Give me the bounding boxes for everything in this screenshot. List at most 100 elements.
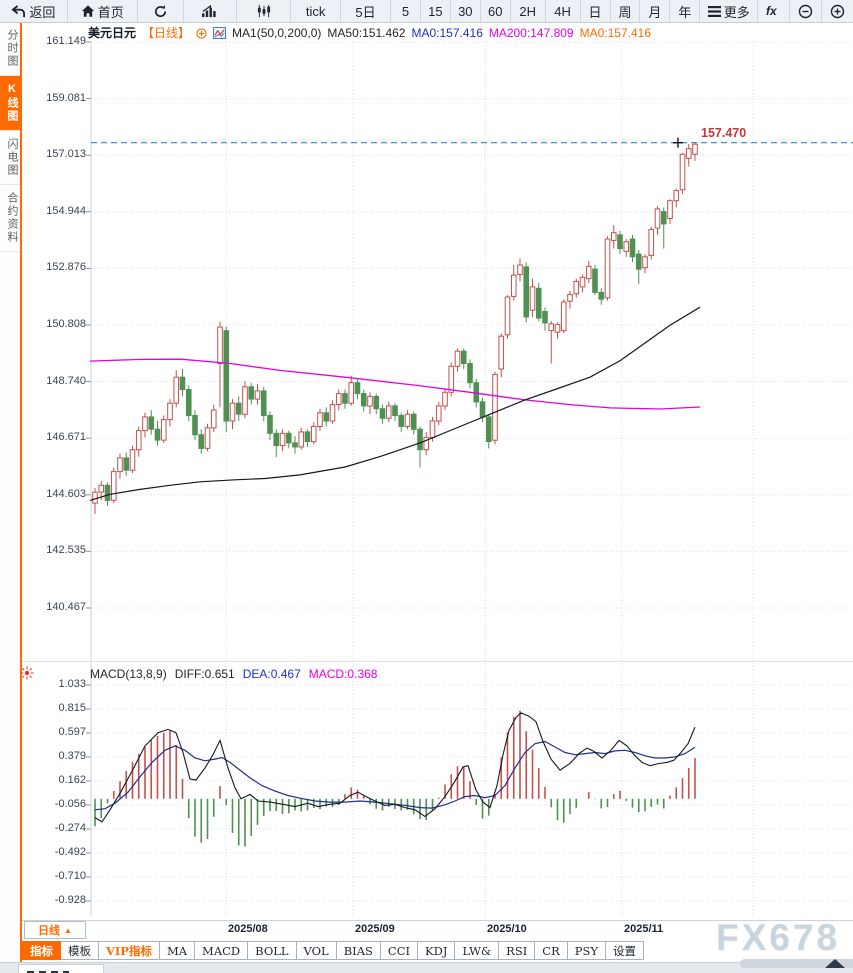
macd-y-axis-label: 0.815 — [58, 702, 86, 714]
refresh-button[interactable] — [138, 0, 184, 22]
interval-month-button[interactable]: 月 — [640, 0, 671, 22]
interval-4h-button[interactable]: 4H — [546, 0, 581, 22]
more-label: 更多 — [723, 4, 750, 20]
expand-triangle-icon[interactable] — [825, 959, 845, 968]
zoom-in-icon — [830, 4, 845, 18]
line-chart-view-button[interactable] — [184, 0, 238, 22]
scroll-handle[interactable] — [740, 959, 853, 968]
interval-tick-button[interactable]: tick — [291, 0, 342, 22]
more-menu-button[interactable]: 更多 — [700, 0, 759, 22]
week-label: 周 — [618, 4, 632, 20]
back-button[interactable]: 返回 — [0, 0, 68, 22]
last-price-tag: 157.470 — [701, 126, 747, 140]
indicator-tab-CR[interactable]: CR — [535, 941, 568, 960]
60m-label: 60 — [488, 3, 503, 19]
left-sidebar: 分时图 K线图 闪电图 合约资料 — [0, 22, 22, 962]
interval-5d-button[interactable]: 5日 — [341, 0, 391, 22]
indicator-tab-指标[interactable]: 指标 — [22, 941, 61, 960]
indicator-tab-BOLL[interactable]: BOLL — [248, 941, 297, 960]
panel-divider — [20, 661, 853, 662]
interval-30m-button[interactable]: 30 — [451, 0, 481, 22]
candle-chart-view-button[interactable] — [237, 0, 292, 22]
macd-y-axis-label: -0.710 — [54, 869, 86, 882]
2h-label: 2H — [519, 3, 536, 19]
macd-y-axis-label: 0.162 — [58, 773, 86, 786]
sidebar-item-kline-chart[interactable]: K线图 — [0, 76, 20, 131]
x-axis-date-label: 2025/09 — [355, 923, 395, 935]
collapse-circle-icon[interactable] — [196, 28, 207, 42]
indicator-tab-BIAS[interactable]: BIAS — [336, 941, 381, 960]
year-label: 年 — [678, 4, 692, 20]
indicator-tab-CCI[interactable]: CCI — [380, 941, 419, 960]
sidebar-item-lightning-chart[interactable]: 闪电图 — [0, 131, 20, 185]
macd-y-axis-label: -0.056 — [54, 797, 86, 810]
macd-dea-value: DEA:0.467 — [242, 667, 301, 681]
interval-5m-button[interactable]: 5 — [391, 0, 421, 22]
interval-2h-button[interactable]: 2H — [511, 0, 546, 22]
5m-label: 5 — [401, 3, 410, 19]
interval-week-button[interactable]: 周 — [611, 0, 641, 22]
30m-label: 30 — [458, 3, 473, 19]
zoom-out-icon — [798, 4, 813, 18]
mini-chart-icon[interactable] — [213, 26, 226, 40]
macd-header: MACD(13,8,9) DIFF:0.651 DEA:0.467 MACD:0.36… — [90, 667, 385, 681]
home-button[interactable]: 首页 — [68, 0, 138, 22]
interval-60m-button[interactable]: 60 — [481, 0, 511, 22]
zoom-out-button[interactable] — [790, 0, 823, 22]
indicator-tab-模板[interactable]: 模板 — [61, 941, 99, 960]
indicator-tab-MACD[interactable]: MACD — [195, 941, 249, 960]
main-y-axis-label: 157.013 — [46, 148, 86, 161]
main-y-axis-label: 144.603 — [46, 487, 86, 500]
ma0-value-orange: MA0:157.416 — [579, 26, 651, 40]
indicator-tab-PSY[interactable]: PSY — [567, 941, 606, 960]
svg-text:fx: fx — [766, 4, 778, 18]
refresh-icon — [154, 4, 166, 17]
back-arrow-icon — [11, 4, 26, 17]
chevron-up-icon: ▲ — [64, 925, 72, 935]
main-y-axis-label: 148.740 — [46, 374, 86, 387]
indicator-tab-KDJ[interactable]: KDJ — [418, 941, 456, 960]
macd-y-axis-label: -0.274 — [54, 821, 86, 834]
indicator-tab-VOL[interactable]: VOL — [296, 941, 337, 960]
indicator-tab-row: 指标 模板 VIP指标 MA MACD BOLL VOL BIAS CCI KDJ LW& RSI CR… — [22, 941, 644, 960]
period-dropdown-label: 日线 — [38, 925, 61, 937]
sidebar-item-contract-info[interactable]: 合约资料 — [0, 185, 20, 252]
indicator-tab-VIP指标[interactable]: VIP指标 — [99, 941, 160, 960]
indicator-tab-设置[interactable]: 设置 — [605, 941, 644, 960]
bar-chart-icon — [202, 4, 217, 17]
formula-button[interactable]: fx — [758, 0, 791, 22]
bottom-divider — [0, 920, 853, 921]
ma200-value: MA200:147.809 — [488, 26, 574, 40]
zoom-in-button[interactable] — [822, 0, 853, 22]
sidebar-item-time-chart[interactable]: 分时图 — [0, 22, 20, 76]
candlestick-icon — [257, 4, 270, 18]
tick-label: tick — [305, 3, 326, 19]
top-toolbar: 返回 首页 tick 5日 5 15 30 60 2H 4H 日 周 月 年 更… — [0, 0, 853, 23]
x-axis-date-label: 2025/11 — [624, 923, 664, 935]
back-label: 返回 — [29, 4, 56, 20]
indicator-tab-RSI[interactable]: RSI — [499, 941, 536, 960]
x-axis-date-label: 2025/10 — [487, 923, 527, 935]
15m-label: 15 — [428, 3, 443, 19]
interval-15m-button[interactable]: 15 — [421, 0, 451, 22]
5d-label: 5日 — [355, 4, 376, 20]
macd-title: MACD(13,8,9) — [90, 667, 167, 681]
interval-day-button[interactable]: 日 — [581, 0, 611, 22]
period-dropdown[interactable]: 日线 ▲ — [24, 921, 86, 939]
macd-hist-value: MACD:0.368 — [308, 667, 378, 681]
indicator-tab-MA[interactable]: MA — [159, 941, 196, 960]
home-icon — [81, 5, 94, 17]
clipped-panel-tab[interactable] — [18, 964, 104, 973]
clipped-text — [27, 971, 69, 973]
macd-y-axis-label: 0.379 — [58, 750, 86, 763]
macd-y-axis-label: 0.597 — [58, 726, 86, 739]
main-y-axis-label: 140.467 — [46, 600, 86, 613]
main-y-axis-label: 152.876 — [46, 261, 86, 274]
ma0-value-blue: MA0:157.416 — [411, 26, 483, 40]
chart-header: 美元日元 【日线】 MA1(50,0,200,0) MA50:151.462 MA0:1… — [88, 24, 657, 42]
main-y-axis-label: 159.081 — [46, 91, 86, 104]
indicator-sunburst-icon[interactable] — [20, 666, 34, 685]
interval-year-button[interactable]: 年 — [670, 0, 701, 22]
indicator-tab-LW&[interactable]: LW& — [455, 941, 500, 960]
